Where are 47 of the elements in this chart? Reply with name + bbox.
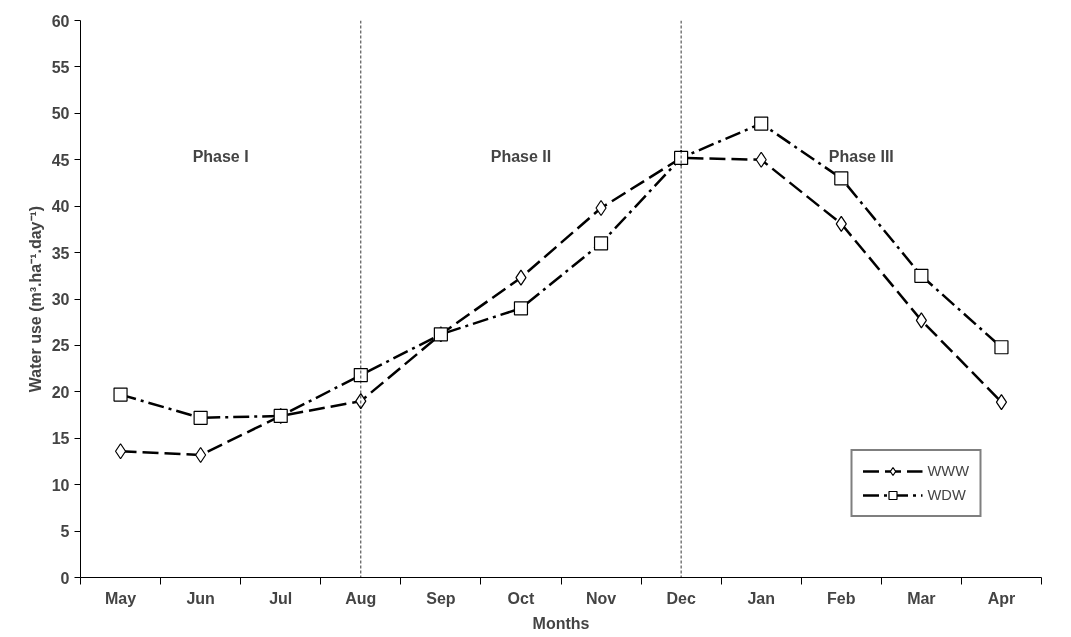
annotation: Phase I (192, 148, 249, 166)
x-tick-label: Apr (987, 589, 1016, 607)
y-tick-label: 0 (60, 569, 70, 587)
point (994, 340, 1009, 355)
y-tick-label: 5 (60, 523, 70, 541)
x-tick-label: Jan (747, 589, 775, 607)
point (835, 215, 847, 232)
point (513, 301, 529, 316)
point (915, 312, 927, 329)
point (114, 443, 127, 460)
y-tick-label: 60 (51, 12, 70, 30)
y-tick-label: 30 (51, 291, 70, 308)
point (995, 393, 1008, 411)
y-tick-label: 25 (51, 337, 70, 355)
y-tick-label: 20 (51, 383, 70, 401)
y-tick-label: 35 (51, 244, 70, 262)
legend-label: WDW (927, 487, 966, 503)
x-tick-label: Sep (426, 589, 456, 607)
y-tick-label: 50 (51, 105, 70, 123)
annotation: Phase II (490, 148, 552, 166)
x-tick-label: Jul (269, 589, 293, 607)
point (593, 236, 609, 251)
x-tick-label: Dec (666, 589, 696, 607)
legend-label: WWW (927, 463, 969, 479)
point (754, 116, 769, 131)
point (515, 269, 527, 286)
point (193, 410, 208, 425)
x-tick-label: Nov (585, 589, 617, 607)
y-tick-label: 45 (51, 151, 70, 169)
point (755, 151, 767, 168)
y-axis-title: Water use (m³.ha⁻¹.day⁻¹) (26, 205, 44, 393)
annotation: Phase III (828, 148, 894, 166)
point (914, 268, 929, 283)
y-tick-label: 15 (51, 430, 70, 448)
x-tick-label: Jun (186, 589, 215, 607)
x-tick-label: Oct (507, 589, 535, 607)
x-tick-label: May (104, 589, 137, 607)
y-tick-label: 40 (51, 198, 70, 216)
x-tick-label: Aug (345, 589, 377, 607)
x-tick-label: Mar (907, 589, 936, 607)
x-tick-label: Feb (827, 589, 856, 607)
y-tick-label: 55 (51, 58, 70, 76)
y-tick-label: 10 (51, 476, 70, 494)
point (353, 368, 368, 383)
x-axis-title: Months (532, 614, 590, 632)
point (113, 387, 128, 402)
point (834, 171, 849, 186)
